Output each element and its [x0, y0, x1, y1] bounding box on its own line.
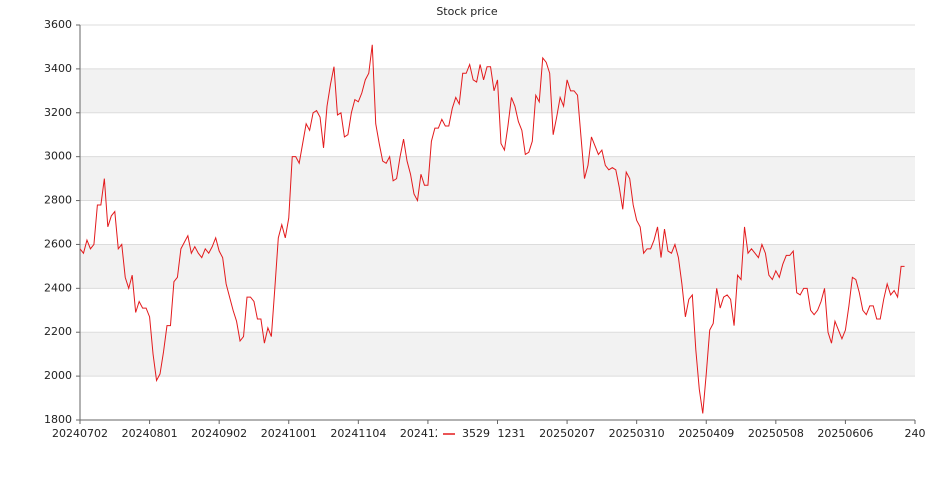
x-tick-label: 20250207	[539, 427, 595, 440]
x-tick-label: 20240902	[191, 427, 247, 440]
x-tick-label: 20241001	[261, 427, 317, 440]
grid-band	[80, 156, 915, 201]
y-tick-label: 3600	[44, 18, 72, 31]
x-tick-label: 20250508	[748, 427, 804, 440]
y-tick-label: 2200	[44, 325, 72, 338]
legend: 3529	[437, 424, 497, 444]
y-tick-label: 2600	[44, 237, 72, 250]
y-tick-label: 3200	[44, 106, 72, 119]
grid-band	[80, 68, 915, 113]
y-tick-label: 3000	[44, 150, 72, 163]
y-tick-label: 2800	[44, 194, 72, 207]
x-tick-label: 20250606	[817, 427, 873, 440]
x-tick-label: 240	[905, 427, 926, 440]
y-tick-label: 1800	[44, 413, 72, 426]
legend-label: 3529	[462, 427, 490, 440]
price-line	[79, 44, 905, 414]
y-tick-label: 2400	[44, 281, 72, 294]
legend-box	[437, 424, 497, 444]
y-tick-label: 3400	[44, 62, 72, 75]
x-tick-label: 20240702	[52, 427, 108, 440]
grid-band	[80, 332, 915, 377]
chart-title: Stock price	[436, 5, 498, 18]
x-tick-label: 20241104	[330, 427, 386, 440]
x-tick-label: 20250409	[678, 427, 734, 440]
y-tick-label: 2000	[44, 369, 72, 382]
grid-band	[80, 244, 915, 289]
x-tick-label: 20250310	[609, 427, 665, 440]
x-tick-label: 20240801	[122, 427, 178, 440]
